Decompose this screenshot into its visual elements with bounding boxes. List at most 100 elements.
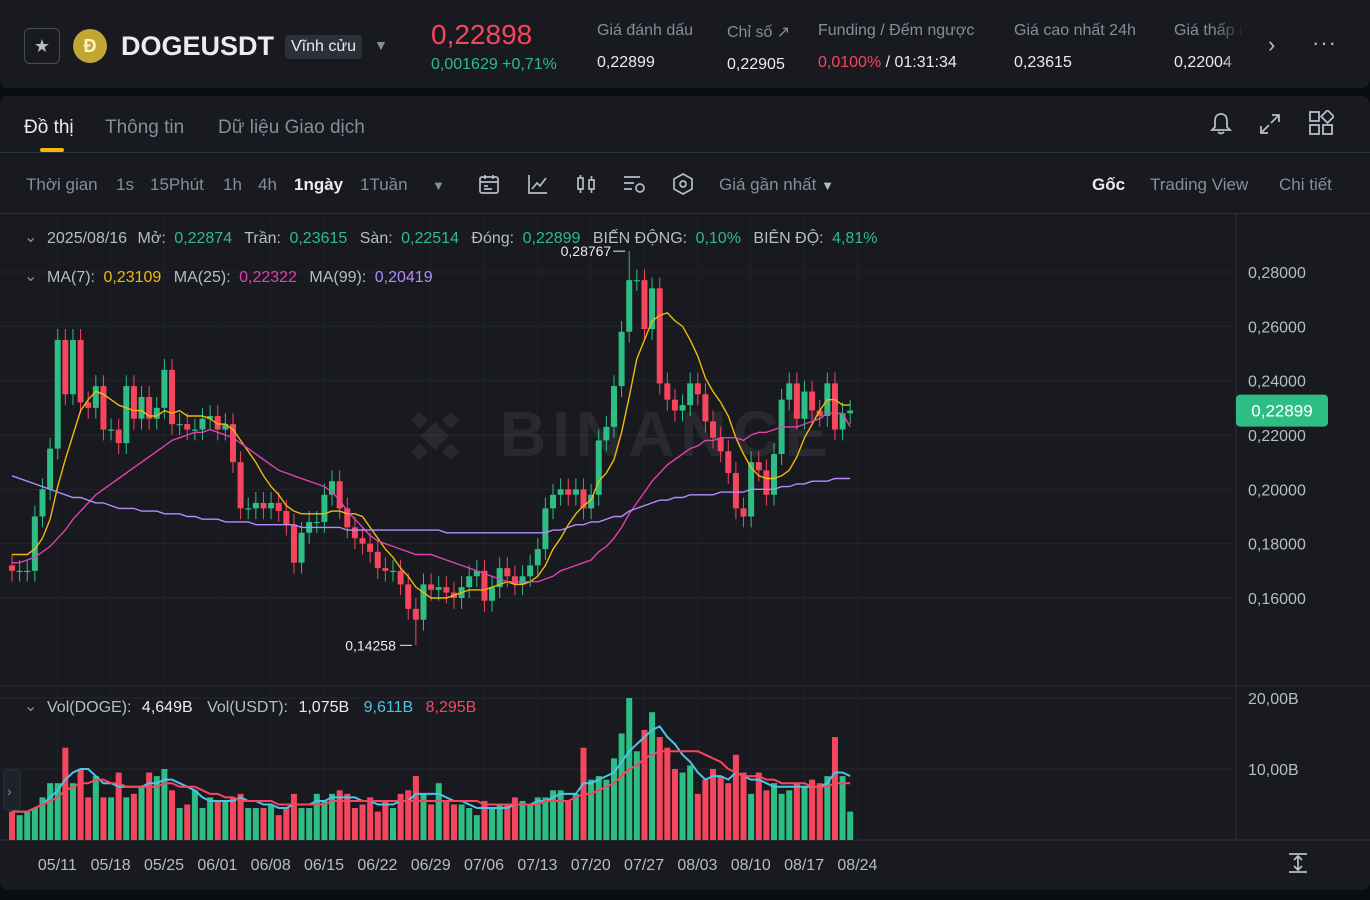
info-open: 0,22874	[174, 230, 232, 247]
candle-body	[321, 494, 328, 522]
volume-bar	[466, 808, 473, 840]
candle-body	[184, 424, 191, 430]
volume-bar	[367, 797, 374, 840]
volume-bar	[542, 797, 549, 840]
interval-dropdown-icon[interactable]: ▼	[432, 178, 445, 193]
candle-body	[290, 524, 297, 563]
date-tick-label: 08/24	[837, 857, 877, 874]
tab-chart[interactable]: Đồ thị	[24, 117, 74, 138]
candle-body	[610, 386, 617, 427]
volume-bar	[161, 769, 168, 840]
favorite-star-button[interactable]: ★	[24, 28, 60, 64]
layout-grid-icon[interactable]	[1308, 108, 1336, 141]
ma-legend: MA(7): 0,23109 MA(25): 0,22322 MA(99): 0…	[47, 269, 433, 286]
volume-bar	[100, 797, 107, 840]
volume-bar	[534, 797, 541, 840]
interval-1h[interactable]: 1h	[223, 175, 242, 194]
volume-bar	[344, 793, 351, 840]
candle-body	[763, 470, 770, 495]
volume-bar	[31, 808, 38, 840]
calendar-icon[interactable]	[477, 172, 501, 201]
volume-bar	[771, 783, 777, 840]
candle-body	[656, 288, 663, 384]
volume-bar	[24, 811, 31, 840]
more-icon[interactable]: ···	[1312, 30, 1337, 55]
volume-bar	[610, 758, 617, 840]
view-original[interactable]: Gốc	[1092, 175, 1126, 194]
funding-countdown: / 01:31:34	[881, 54, 957, 71]
interval-1s[interactable]: 1s	[116, 175, 134, 194]
volume-bar	[519, 800, 526, 840]
date-tick-label: 06/08	[251, 857, 291, 874]
volume-bar	[763, 790, 770, 840]
doge-coin-icon: Ð	[73, 29, 107, 63]
volume-bar	[809, 779, 816, 840]
candle-body	[496, 568, 503, 588]
expand-icon[interactable]	[1258, 112, 1282, 141]
interval-1w[interactable]: 1Tuần	[360, 175, 408, 194]
ohlc-info-line: 2025/08/16 Mở: 0,22874 Trần: 0,23615 Sàn…	[47, 228, 877, 247]
ma7-value: 0,23109	[103, 269, 161, 286]
volume-bar	[778, 793, 785, 840]
stat-mark-price: Giá đánh dấu 0,22899	[597, 22, 693, 72]
candle-body	[130, 386, 137, 419]
interval-1d[interactable]: 1ngày	[294, 175, 344, 194]
bell-icon[interactable]	[1209, 112, 1233, 141]
view-tradingview[interactable]: Trading View	[1150, 175, 1249, 194]
candle-body	[199, 418, 206, 430]
volume-bar	[321, 800, 328, 840]
volume-bar	[649, 712, 656, 840]
candle-body	[77, 339, 84, 403]
volume-bar	[382, 800, 389, 840]
candlestick-chart[interactable]: BINANCE 0,280000,260000,240000,220000,20…	[0, 214, 1370, 890]
side-panel-toggle[interactable]: ›	[3, 769, 21, 811]
scroll-right-icon[interactable]: ›	[1268, 32, 1276, 57]
chart-toolbar: Thời gian 1s 15Phút 1h 4h 1ngày 1Tuần ▼ …	[0, 154, 1370, 214]
ma25-label: MA(25):	[174, 269, 231, 286]
settings-list-icon[interactable]	[622, 172, 648, 201]
volume-bar	[412, 776, 419, 840]
candle-body	[816, 410, 823, 416]
candle-body	[123, 386, 130, 444]
chart-type-icon[interactable]	[574, 172, 598, 201]
star-icon: ★	[33, 35, 51, 56]
date-tick-label: 06/22	[357, 857, 397, 874]
vol-collapse-icon[interactable]: ⌄	[24, 698, 37, 715]
candle-body	[313, 521, 320, 524]
stat-index-price[interactable]: Chỉ số ↗ 0,22905	[727, 22, 790, 74]
volume-bar	[732, 754, 739, 840]
interval-4h[interactable]: 4h	[258, 175, 277, 194]
info-open-label: Mở:	[138, 230, 166, 247]
price-source-select[interactable]: Giá gần nhất ▼	[719, 175, 834, 195]
ma-line-7	[12, 311, 851, 599]
volume-bar	[237, 793, 244, 840]
ma-collapse-icon[interactable]: ⌄	[24, 268, 37, 285]
volume-bar	[458, 804, 465, 840]
chart-area[interactable]: BINANCE 0,28000 0,26000 0,24000 0,22000 0,20…	[0, 214, 1370, 890]
symbol-title[interactable]: DOGEUSDT	[121, 31, 275, 61]
candle-body	[831, 383, 838, 430]
date-tick-label: 06/01	[197, 857, 237, 874]
volume-bar	[39, 797, 46, 840]
volume-bar	[740, 772, 747, 840]
candle-body	[336, 481, 343, 509]
volume-bar	[290, 793, 297, 840]
volume-bar	[77, 769, 84, 840]
tab-trading-data[interactable]: Dữ liệu Giao dịch	[218, 117, 365, 138]
view-depth[interactable]: Chi tiết	[1279, 175, 1332, 194]
symbol-dropdown-icon[interactable]: ▼	[374, 37, 388, 53]
volume-bar	[656, 737, 663, 840]
shield-icon[interactable]	[672, 172, 694, 201]
info-low: 0,22514	[401, 230, 459, 247]
ma-line-99	[11, 475, 851, 534]
candle-body	[39, 489, 46, 517]
candle-body	[100, 386, 107, 430]
indicator-icon[interactable]	[526, 172, 550, 201]
candle-body	[633, 280, 640, 282]
tab-info[interactable]: Thông tin	[105, 117, 185, 138]
info-collapse-icon[interactable]: ⌄	[24, 229, 37, 246]
date-tick-label: 07/13	[517, 857, 557, 874]
interval-15m[interactable]: 15Phút	[150, 175, 204, 194]
stat-high-24h: Giá cao nhất 24h 0,23615	[1014, 22, 1136, 72]
scale-reset-icon[interactable]	[1289, 853, 1307, 873]
